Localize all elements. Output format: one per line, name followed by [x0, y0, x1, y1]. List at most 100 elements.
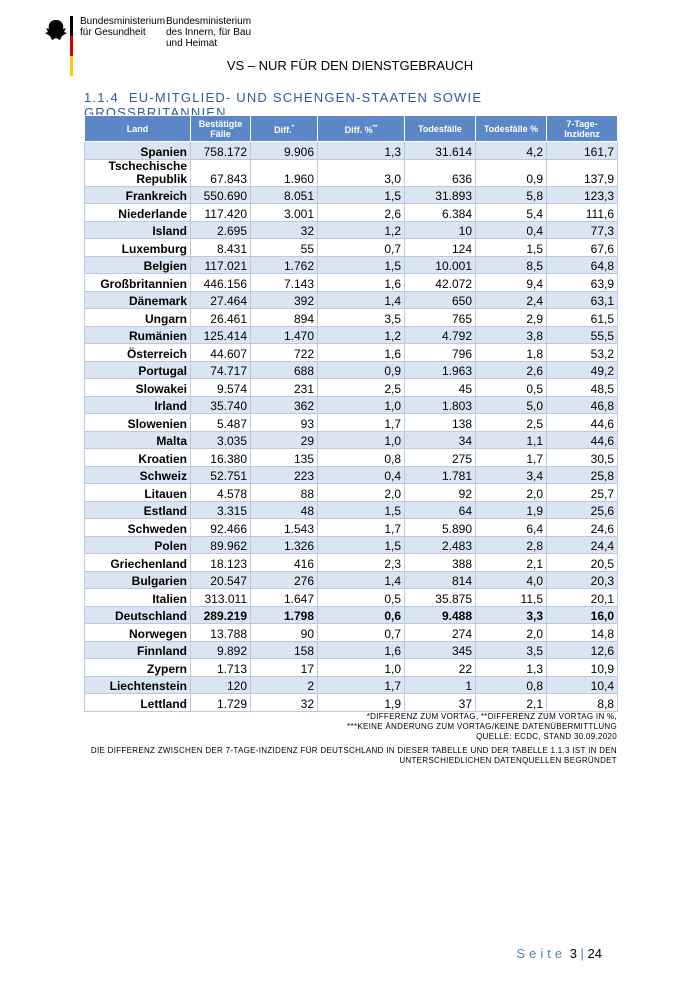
country-cell: Ungarn: [84, 308, 191, 327]
table-cell: 0,4: [317, 465, 405, 484]
column-header-text: 7-Tage-Inzidenz: [564, 118, 600, 139]
table-cell: 1,9: [475, 500, 547, 519]
table-cell: 77,3: [546, 220, 618, 239]
table-cell: 2,8: [475, 535, 547, 554]
column-header: Land: [84, 115, 191, 142]
table-cell: 1,5: [317, 500, 405, 519]
table-cell: 48: [250, 500, 318, 519]
table-row: Irland 35.740 362 1,0 1.803 5,0 46,8: [84, 395, 618, 414]
table-row: Portugal 74.717 688 0,9 1.963 2,6 49,2: [84, 360, 618, 379]
table-cell: 345: [404, 640, 476, 659]
country-cell: Polen: [84, 535, 191, 554]
table-cell: 1.762: [250, 255, 318, 274]
page-total: 24: [587, 946, 602, 961]
table-cell: 1: [404, 675, 476, 694]
table-cell: 362: [250, 395, 318, 414]
table-cell: 313.011: [190, 588, 251, 607]
table-cell: 25,6: [546, 500, 618, 519]
table-row: Luxemburg 8.431 55 0,7 124 1,5 67,6: [84, 238, 618, 257]
table-cell: 1,2: [317, 325, 405, 344]
table-cell: 1,3: [317, 141, 405, 160]
table-cell: 1.803: [404, 395, 476, 414]
table-cell: 48,5: [546, 378, 618, 397]
country-cell: Norwegen: [84, 623, 191, 642]
page-label: Seite: [516, 946, 567, 961]
table-cell: 2,6: [317, 203, 405, 222]
table-cell: 1,0: [317, 430, 405, 449]
table-cell: 32: [250, 693, 318, 712]
country-cell: Kroatien: [84, 448, 191, 467]
table-cell: 894: [250, 308, 318, 327]
table-cell: 275: [404, 448, 476, 467]
table-cell: 55: [250, 238, 318, 257]
table-row: Norwegen 13.788 90 0,7 274 2,0 14,8: [84, 623, 618, 642]
table-cell: 9.488: [404, 605, 476, 624]
table-cell: 161,7: [546, 141, 618, 160]
table-cell: 92.466: [190, 518, 251, 537]
logo-line: und Heimat: [166, 38, 218, 49]
table-row: Bulgarien 20.547 276 1,4 814 4,0 20,3: [84, 570, 618, 589]
table-cell: 137,9: [546, 158, 618, 187]
table-cell: 45: [404, 378, 476, 397]
country-cell: Irland: [84, 395, 191, 414]
table-cell: 0,8: [317, 448, 405, 467]
table-row: Finnland 9.892 158 1,6 345 3,5 12,6: [84, 640, 618, 659]
table-cell: 1,6: [317, 343, 405, 362]
logo-right: Bundesministerium des Innern, für Bau und …: [166, 16, 251, 49]
table-cell: 274: [404, 623, 476, 642]
table-cell: 1.470: [250, 325, 318, 344]
table-cell: 20,3: [546, 570, 618, 589]
table-cell: 44,6: [546, 413, 618, 432]
table-cell: 9.574: [190, 378, 251, 397]
country-cell: Belgien: [84, 255, 191, 274]
table-row: Lettland 1.729 32 1,9 37 2,1 8,8: [84, 693, 618, 712]
logo-left: Bundesministerium für Gesundheit: [80, 16, 165, 38]
table-cell: 1.543: [250, 518, 318, 537]
table-cell: 688: [250, 360, 318, 379]
table-cell: 2,3: [317, 553, 405, 572]
page-number: 3: [569, 946, 577, 961]
table-cell: 117.021: [190, 255, 251, 274]
country-cell: Schweiz: [84, 465, 191, 484]
country-cell: Malta: [84, 430, 191, 449]
logo-line: für Gesundheit: [80, 27, 146, 38]
country-cell: Tschechische Republik: [84, 158, 191, 187]
column-header: Todesfälle %: [475, 115, 547, 142]
table-cell: 8,5: [475, 255, 547, 274]
page-footer: Seite 3 | 24: [516, 946, 602, 961]
table-cell: 9,4: [475, 273, 547, 292]
table-cell: 3.001: [250, 203, 318, 222]
table-cell: 14,8: [546, 623, 618, 642]
table-cell: 3,4: [475, 465, 547, 484]
table-cell: 2,0: [475, 623, 547, 642]
logo-line: Bundesministerium: [80, 16, 166, 27]
table-cell: 650: [404, 290, 476, 309]
country-cell: Griechenland: [84, 553, 191, 572]
column-header-text: Diff.: [274, 124, 292, 135]
table-row: Kroatien 16.380 135 0,8 275 1,7 30,5: [84, 448, 618, 467]
country-cell: Niederlande: [84, 203, 191, 222]
table-cell: 2,1: [475, 693, 547, 712]
table-cell: 1.729: [190, 693, 251, 712]
table-row: Großbritannien 446.156 7.143 1,6 42.072 9,4 63…: [84, 273, 618, 292]
table-cell: 88: [250, 483, 318, 502]
data-table: Land Bestätigte Fälle Diff.* Diff. %** Todes…: [84, 115, 618, 712]
table-cell: 8.051: [250, 185, 318, 204]
table-cell: 0,7: [317, 238, 405, 257]
table-row: Niederlande 117.420 3.001 2,6 6.384 5,4 111,6: [84, 203, 618, 222]
country-cell: Österreich: [84, 343, 191, 362]
column-header-text: Land: [126, 123, 149, 134]
table-cell: 34: [404, 430, 476, 449]
table-cell: 0,7: [317, 623, 405, 642]
table-cell: 1.960: [250, 158, 318, 187]
table-cell: 8,8: [546, 693, 618, 712]
table-row: Island 2.695 32 1,2 10 0,4 77,3: [84, 220, 618, 239]
table-row: Deutschland 289.219 1.798 0,6 9.488 3,3 16,0: [84, 605, 618, 624]
table-cell: 11,5: [475, 588, 547, 607]
table-body: Spanien 758.172 9.906 1,3 31.614 4,2 161,7 Tsch…: [84, 141, 618, 712]
table-cell: 5.890: [404, 518, 476, 537]
table-cell: 1.798: [250, 605, 318, 624]
table-row: Österreich 44.607 722 1,6 796 1,8 53,2: [84, 343, 618, 362]
